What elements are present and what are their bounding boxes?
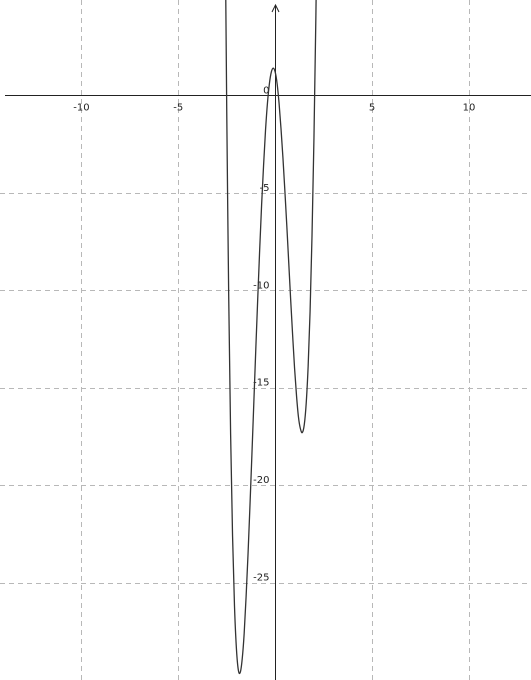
tick-labels: -10 -5 5 10 0 -5 -10 -15 -20 -25 [73,85,475,583]
x-tick-label: -10 [73,103,89,114]
x-tick-label: -5 [173,103,183,114]
origin-label: 0 [263,85,269,96]
y-tick-label: -15 [253,378,269,389]
function-curve-1 [225,0,317,675]
y-tick-label: -10 [253,280,269,291]
y-tick-label: -25 [253,573,269,584]
y-tick-label: -20 [253,475,269,486]
x-tick-label: 10 [463,103,476,114]
y-tick-label: -5 [260,183,270,194]
curve-layer [225,0,317,675]
y-axis-arrow-icon [271,3,280,13]
x-tick-label: 5 [369,103,375,114]
